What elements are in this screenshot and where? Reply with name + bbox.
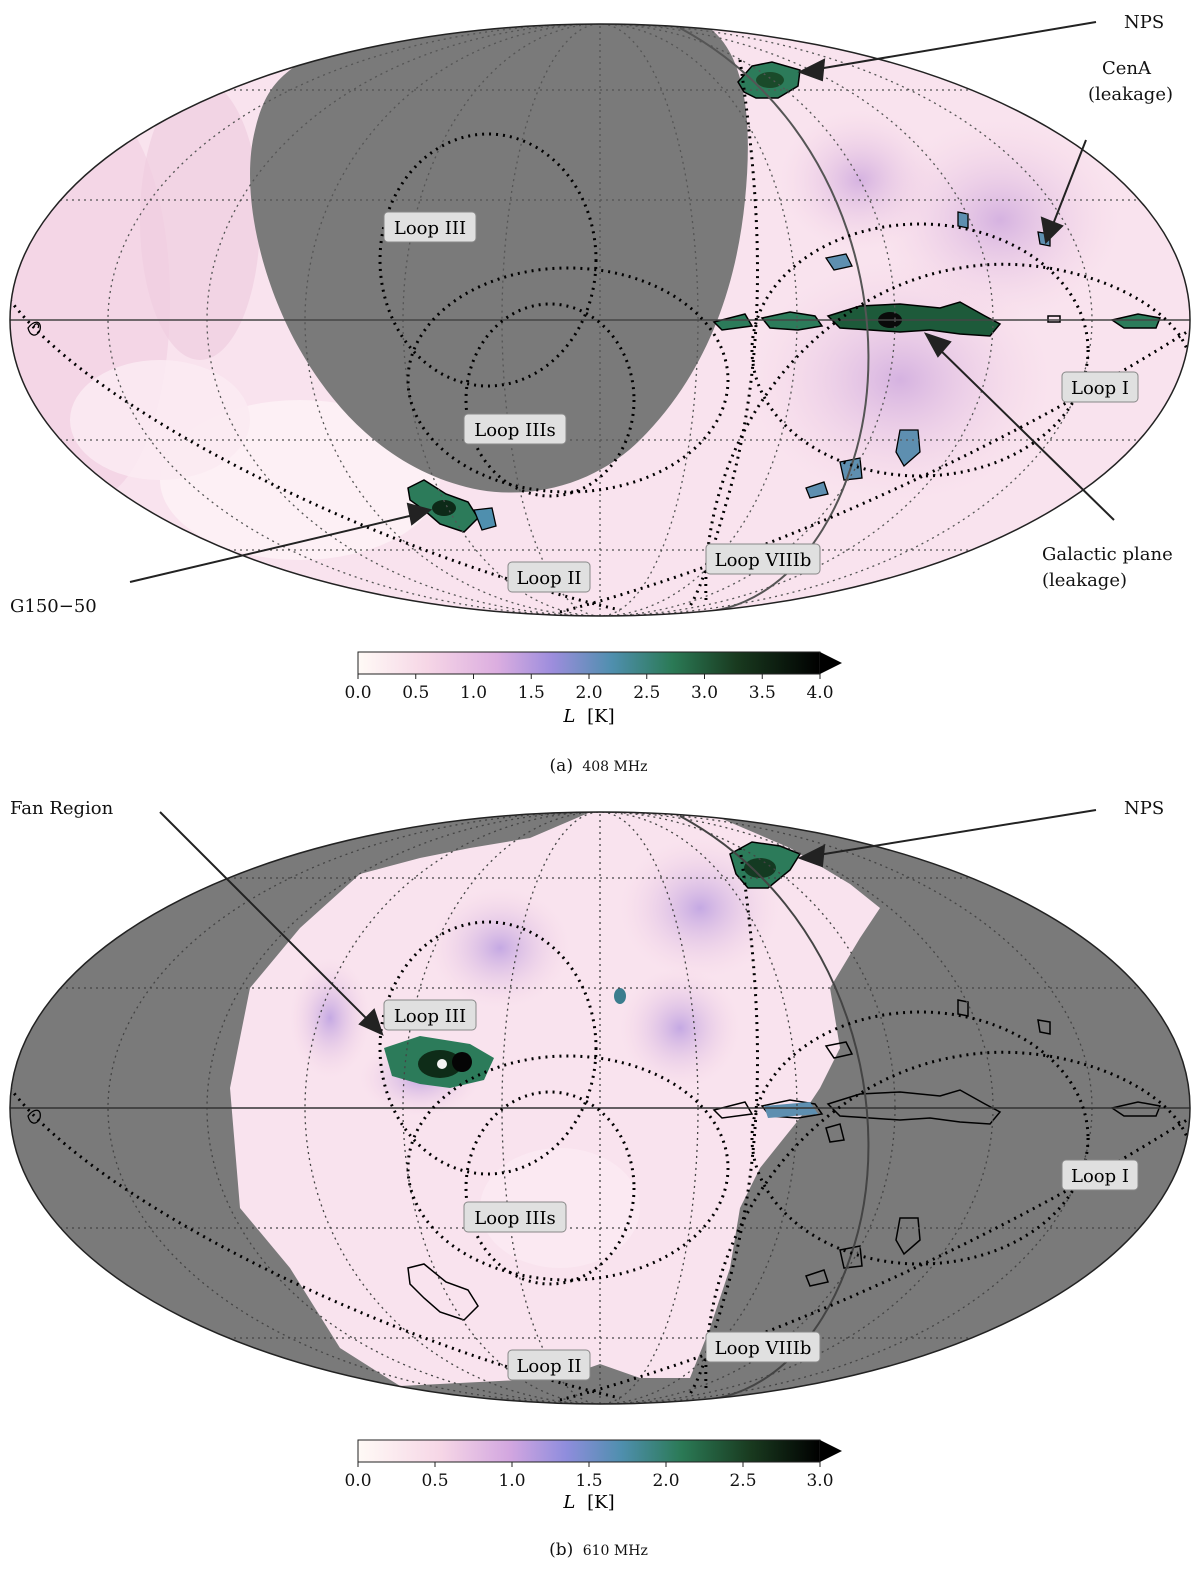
- colorbar-tick-label: 2.5: [729, 1471, 756, 1491]
- panel-a-map: Loop III Loop IIIs Loop II Loop VIIIb Lo…: [9, 12, 1191, 727]
- cena-label-line1: CenA: [1102, 58, 1152, 79]
- loop-viiib-arc: [704, 262, 1190, 601]
- colorbar-tick-label: 2.0: [652, 1471, 679, 1491]
- loops-a: [10, 59, 1190, 614]
- colorbar-tick-label: 0.0: [344, 683, 371, 703]
- nps-label-a: NPS: [1124, 12, 1164, 33]
- caption-b: (b) 610 MHz: [549, 1540, 648, 1560]
- colorbar-a-label: L [K]: [562, 706, 614, 727]
- nps-label-b: NPS: [1124, 798, 1164, 819]
- loop-label-iii-a: Loop III: [383, 211, 477, 243]
- loop-label-iiis-b: Loop IIIs: [463, 1201, 567, 1233]
- sky-map-b: [10, 812, 1190, 1404]
- cena-label-line2: (leakage): [1088, 84, 1173, 105]
- svg-text:Loop III: Loop III: [394, 1006, 466, 1027]
- svg-text:Loop I: Loop I: [1071, 378, 1129, 399]
- colorbar-tick-label: 1.5: [518, 683, 545, 703]
- galactic-plane-band: [712, 301, 1162, 337]
- map-border-a: [9, 23, 1191, 617]
- svg-text:Loop IIIs: Loop IIIs: [474, 1208, 555, 1229]
- map-border-b: [9, 811, 1191, 1405]
- svg-text:Loop VIIIb: Loop VIIIb: [715, 1338, 812, 1359]
- colorbar-tick-label: 3.0: [806, 1471, 833, 1491]
- colorbar-b-ticks: 0.0 0.5 1.0 1.5 2.0 2.5 3.0: [344, 1462, 834, 1491]
- svg-text:Loop II: Loop II: [516, 568, 581, 589]
- loop-label-ii-b: Loop II: [507, 1349, 591, 1381]
- colorbar-b-label: L [K]: [562, 1492, 614, 1513]
- loop-ii-arc: [10, 299, 621, 612]
- sky-map-a: [10, 24, 1190, 616]
- colorbar-tick-label: 3.0: [691, 683, 718, 703]
- svg-text:Loop VIIIb: Loop VIIIb: [715, 550, 812, 571]
- loop-label-i-a: Loop I: [1061, 371, 1139, 403]
- colorbar-tick-label: 1.0: [498, 1471, 525, 1491]
- loops-b: [10, 847, 1190, 1402]
- gp-label-line2: (leakage): [1042, 570, 1127, 591]
- loop-iii-circle: [378, 132, 598, 388]
- colorbar-tick-label: 1.0: [460, 683, 487, 703]
- colorbar-a-ticks: 0.0 0.5 1.0 1.5 2.0 2.5 3.0 3.5 4.0: [344, 674, 834, 703]
- colorbar-tick-label: 2.0: [575, 683, 602, 703]
- loop-labels-a: Loop III Loop IIIs Loop II Loop VIIIb Lo…: [383, 211, 1139, 593]
- caption-a: (a) 408 MHz: [549, 756, 648, 776]
- loop-label-i-b: Loop I: [1061, 1159, 1139, 1191]
- svg-text:Loop I: Loop I: [1071, 1166, 1129, 1187]
- loop-iiis-circle: [464, 302, 636, 498]
- annotation-arrows-b: [159, 809, 1097, 1036]
- loop-labels-b: Loop III Loop IIIs Loop II Loop VIIIb Lo…: [383, 999, 1139, 1381]
- colorbar-tick-label: 0.5: [421, 1471, 448, 1491]
- colorbar-tick-label: 2.5: [633, 683, 660, 703]
- g150-label: G150−50: [10, 596, 97, 617]
- fan-region-label: Fan Region: [10, 798, 114, 819]
- loop-label-iiis-a: Loop IIIs: [463, 413, 567, 445]
- colorbar-tick-label: 0.0: [344, 1471, 371, 1491]
- panel-b-map: Loop III Loop IIIs Loop II Loop VIIIb Lo…: [9, 798, 1191, 1513]
- masked-region-a: [250, 24, 748, 493]
- loop-label-viiib-a: Loop VIIIb: [705, 543, 821, 575]
- svg-text:Loop IIIs: Loop IIIs: [474, 420, 555, 441]
- colorbar-tick-label: 4.0: [806, 683, 833, 703]
- loop-label-ii-a: Loop II: [507, 561, 591, 593]
- svg-text:Loop II: Loop II: [516, 1356, 581, 1377]
- colorbar-b: 0.0 0.5 1.0 1.5 2.0 2.5 3.0 L [K]: [344, 1439, 842, 1513]
- annotation-arrows-a: [129, 21, 1115, 583]
- loop-label-viiib-b: Loop VIIIb: [705, 1331, 821, 1363]
- colorbar-tick-label: 3.5: [749, 683, 776, 703]
- gp-label-line1: Galactic plane: [1042, 544, 1173, 565]
- colorbar-tick-label: 1.5: [575, 1471, 602, 1491]
- svg-text:Loop III: Loop III: [394, 218, 466, 239]
- colorbar-tick-label: 0.5: [402, 683, 429, 703]
- colorbar-a: 0.0 0.5 1.0 1.5 2.0 2.5 3.0 3.5 4.0 L [K]: [344, 651, 842, 727]
- loop-label-iii-b: Loop III: [383, 999, 477, 1031]
